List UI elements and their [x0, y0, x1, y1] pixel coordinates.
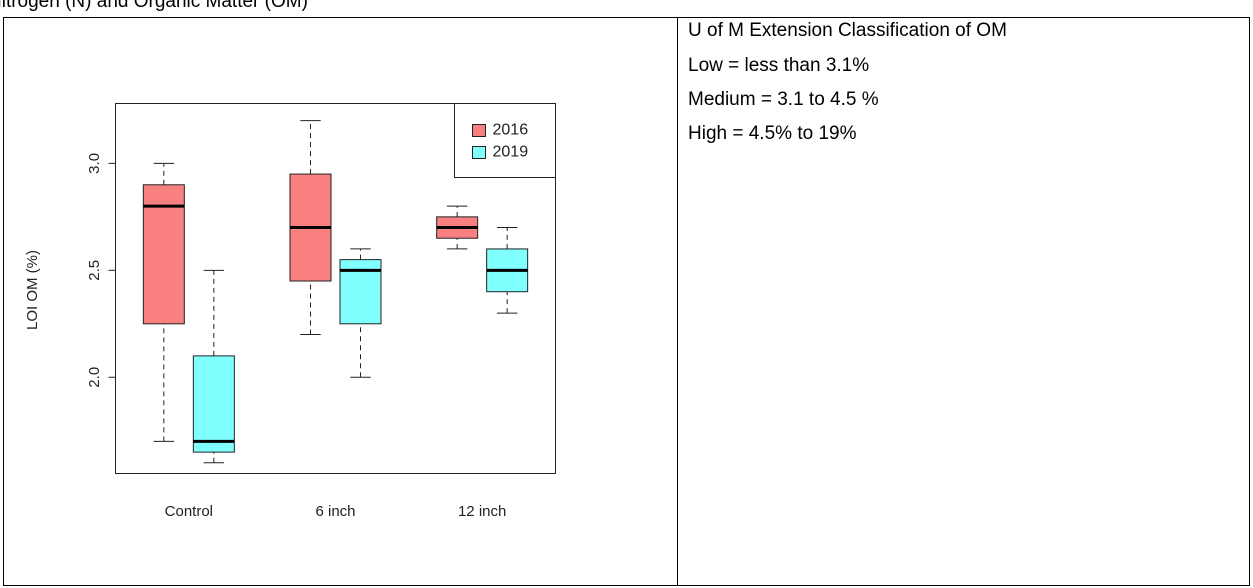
y-tick-label: 2.5: [86, 260, 103, 281]
side-line: U of M Extension Classification of OM: [688, 20, 1007, 41]
x-tick-label: 12 inch: [458, 503, 506, 520]
legend-swatch: [472, 124, 486, 137]
side-line: Medium = 3.1 to 4.5 %: [688, 89, 879, 110]
legend-swatch: [472, 146, 486, 159]
x-tick-label: Control: [165, 503, 213, 520]
heading: Nitrogen (N) and Organic Matter (OM): [0, 0, 308, 12]
legend-frame: [454, 103, 556, 178]
legend-label: 2016: [493, 122, 529, 139]
plot-frame: [115, 103, 556, 474]
table-border: [3, 17, 1250, 586]
side-line: High = 4.5% to 19%: [688, 123, 857, 144]
y-tick-label: 3.0: [86, 153, 103, 174]
box: [142, 184, 185, 325]
legend-label: 2019: [493, 144, 529, 161]
x-tick-label: 6 inch: [315, 503, 355, 520]
box: [192, 355, 235, 453]
y-axis-label: LOI OM (%): [24, 250, 41, 330]
side-line: Low = less than 3.1%: [688, 55, 869, 76]
y-tick-label: 2.0: [86, 367, 103, 388]
